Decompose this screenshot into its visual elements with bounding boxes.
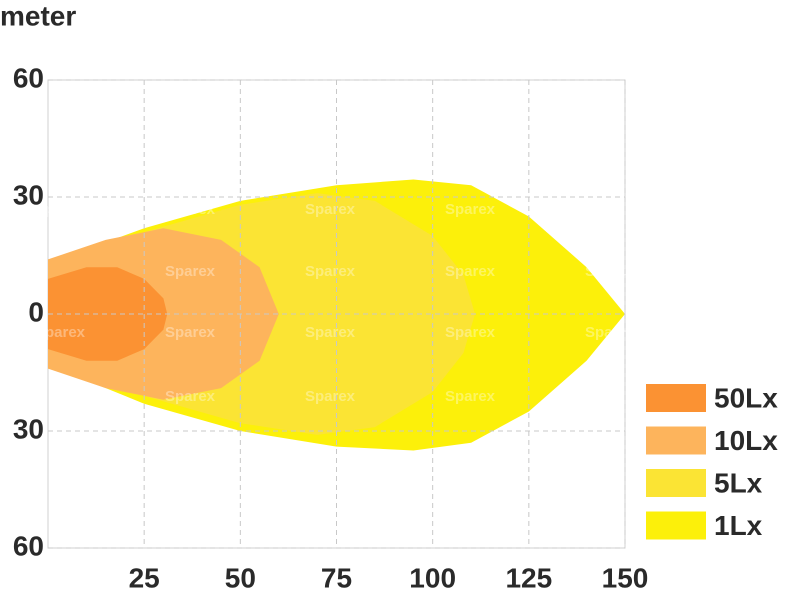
- watermark: Sparex: [445, 324, 496, 341]
- isolux-contour: [48, 267, 168, 361]
- legend-swatch: [646, 384, 706, 412]
- watermark: Sparex: [585, 324, 636, 341]
- watermark: Sparex: [165, 388, 216, 405]
- legend-label: 10Lx: [714, 425, 778, 456]
- legend-swatch: [646, 426, 706, 455]
- legend-label: 5Lx: [714, 467, 763, 498]
- x-tick-label: 50: [225, 562, 256, 593]
- y-axis-label: meter: [0, 0, 76, 31]
- x-tick-label: 125: [505, 562, 552, 593]
- watermark: Sparex: [445, 201, 496, 218]
- x-tick-label: 25: [129, 562, 160, 593]
- watermark: Sparex: [35, 201, 86, 218]
- watermark: Sparex: [165, 201, 216, 218]
- y-tick-label: 30: [13, 413, 44, 444]
- y-tick-label: 60: [13, 530, 44, 561]
- watermark: Sparex: [305, 263, 356, 280]
- x-tick-label: 75: [321, 562, 352, 593]
- y-tick-label: 0: [28, 296, 44, 327]
- x-tick-label: 150: [602, 562, 649, 593]
- legend-label: 50Lx: [714, 382, 778, 413]
- watermark: Sparex: [445, 263, 496, 280]
- legend-swatch: [646, 469, 706, 497]
- x-tick-label: 100: [409, 562, 456, 593]
- watermark: Sparex: [305, 324, 356, 341]
- watermark: Sparex: [585, 263, 636, 280]
- watermark: Sparex: [305, 201, 356, 218]
- watermark: Sparex: [305, 388, 356, 405]
- y-tick-label: 60: [13, 62, 44, 93]
- watermark: Sparex: [165, 324, 216, 341]
- y-tick-label: 30: [13, 179, 44, 210]
- legend-label: 1Lx: [714, 510, 763, 541]
- watermark: Sparex: [35, 324, 86, 341]
- legend-swatch: [646, 511, 706, 540]
- watermark: Sparex: [445, 388, 496, 405]
- watermark: Sparex: [165, 263, 216, 280]
